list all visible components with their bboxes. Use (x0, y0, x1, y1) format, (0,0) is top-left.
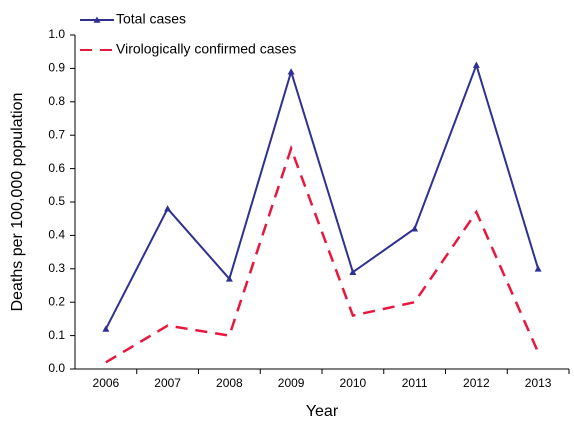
y-tick-label: 0.4 (48, 228, 65, 242)
y-tick-label: 0.7 (48, 127, 65, 141)
x-tick-label: 2012 (463, 376, 490, 390)
x-tick-label: 2011 (402, 376, 428, 390)
x-tick-label: 2013 (525, 376, 552, 390)
point-marker (472, 61, 480, 68)
y-tick-label: 0.3 (48, 261, 65, 275)
legend-text: Total cases (116, 11, 186, 27)
point-marker (349, 268, 357, 275)
y-tick-label: 0.1 (48, 328, 65, 342)
legend-text: Virologically confirmed cases (116, 41, 296, 57)
y-tick-label: 0.0 (48, 361, 65, 375)
y-tick-label: 0.6 (48, 161, 65, 175)
y-tick-label: 0.8 (48, 94, 65, 108)
series-line (105, 144, 540, 364)
point-marker (225, 275, 233, 282)
y-tick-label: 0.2 (48, 294, 65, 308)
y-tick-label: 0.5 (48, 194, 65, 208)
x-tick-label: 2010 (340, 376, 367, 390)
series-line (104, 61, 540, 330)
point-marker (102, 325, 110, 332)
point-marker (534, 265, 542, 272)
point-marker (164, 205, 172, 212)
x-axis-title: Year (306, 403, 339, 420)
point-marker (411, 225, 419, 232)
x-tick-label: 2006 (93, 376, 120, 390)
y-axis-title: Deaths per 100,000 population (9, 93, 26, 312)
y-tick-label: 1.0 (48, 27, 65, 41)
x-tick-label: 2007 (154, 376, 181, 390)
point-marker (287, 68, 295, 75)
x-tick-label: 2008 (216, 376, 243, 390)
legend-marker (93, 16, 101, 23)
x-tick-label: 2009 (278, 376, 305, 390)
y-tick-label: 0.9 (48, 61, 65, 75)
